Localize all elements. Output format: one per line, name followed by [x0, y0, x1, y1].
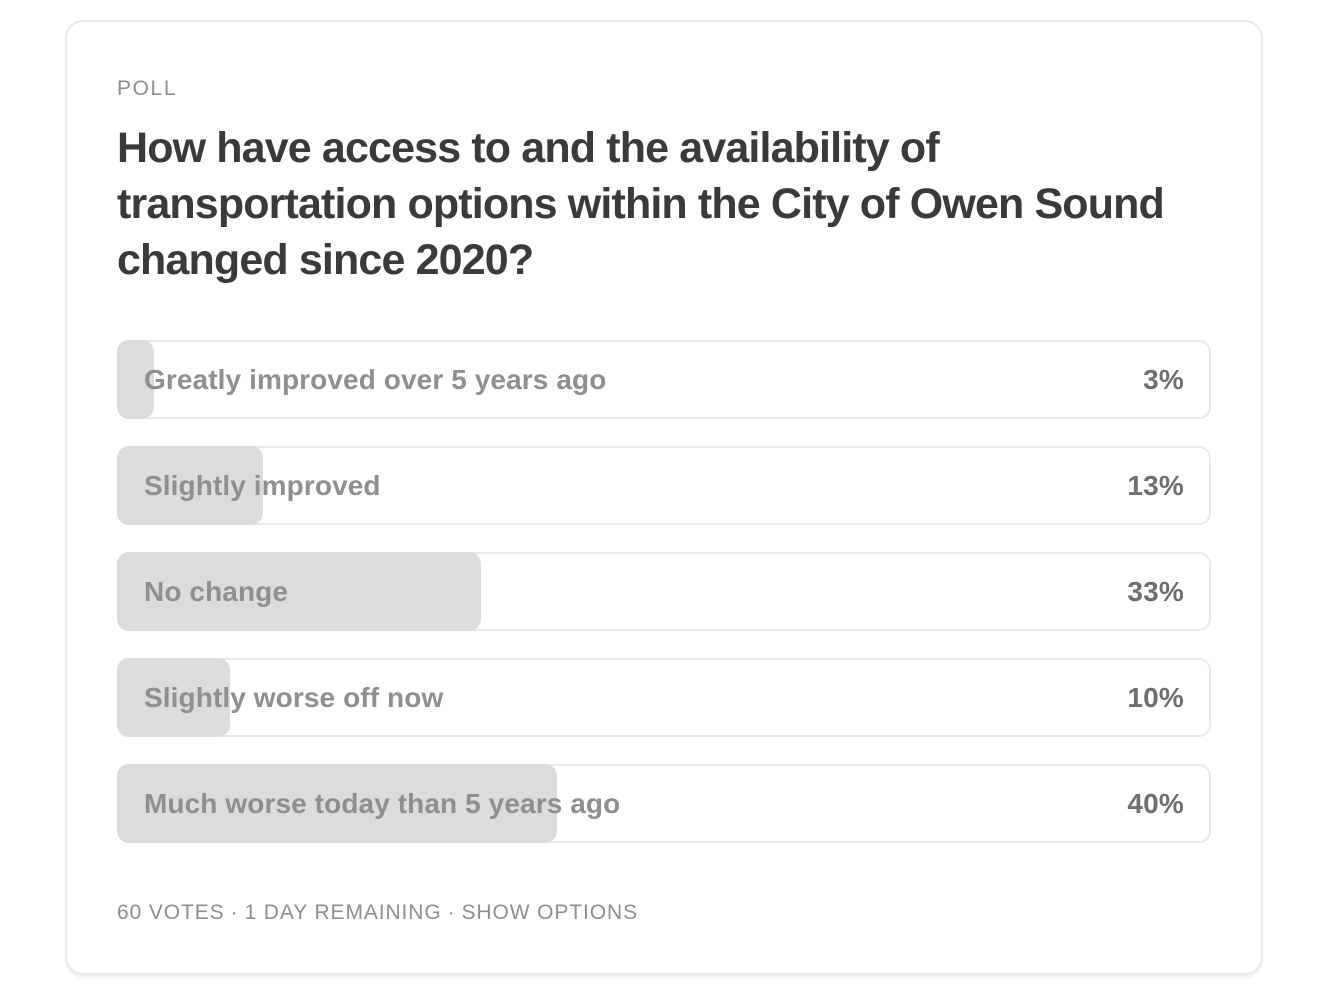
poll-option-label: No change	[144, 575, 289, 607]
poll-option-percent: 10%	[1127, 681, 1184, 713]
time-remaining: 1 DAY REMAINING	[244, 901, 442, 924]
poll-option-row[interactable]: Greatly improved over 5 years ago 3%	[117, 340, 1211, 419]
poll-card: POLL How have access to and the availabi…	[65, 20, 1263, 975]
poll-eyebrow: POLL	[117, 77, 178, 100]
poll-options-list: Greatly improved over 5 years ago 3% Sli…	[117, 340, 1211, 843]
poll-option-label: Greatly improved over 5 years ago	[144, 363, 607, 395]
footer-separator: ·	[447, 901, 456, 924]
poll-option-result-bar	[117, 552, 481, 631]
poll-option-row[interactable]: Slightly improved 13%	[117, 446, 1211, 525]
poll-option-result-bar	[117, 340, 154, 419]
poll-question: How have access to and the availability …	[117, 124, 1165, 284]
footer-separator: ·	[230, 901, 239, 924]
vote-count: 60 VOTES	[117, 901, 225, 924]
poll-option-row[interactable]: Slightly worse off now 10%	[117, 658, 1211, 737]
show-options-button[interactable]: SHOW OPTIONS	[461, 901, 638, 924]
poll-footer: 60 VOTES · 1 DAY REMAINING · SHOW OPTIONS	[117, 901, 1211, 924]
poll-option-row[interactable]: Much worse today than 5 years ago 40%	[117, 764, 1211, 843]
poll-option-result-bar	[117, 658, 230, 737]
poll-option-label: Slightly worse off now	[144, 681, 444, 713]
poll-option-label: Slightly improved	[144, 469, 381, 501]
poll-option-label: Much worse today than 5 years ago	[144, 787, 621, 819]
poll-option-result-bar	[117, 764, 557, 843]
poll-option-percent: 3%	[1143, 363, 1184, 395]
poll-option-percent: 13%	[1127, 469, 1184, 501]
poll-option-row[interactable]: No change 33%	[117, 552, 1211, 631]
poll-option-percent: 33%	[1127, 575, 1184, 607]
poll-option-percent: 40%	[1127, 787, 1184, 819]
poll-option-result-bar	[117, 446, 263, 525]
